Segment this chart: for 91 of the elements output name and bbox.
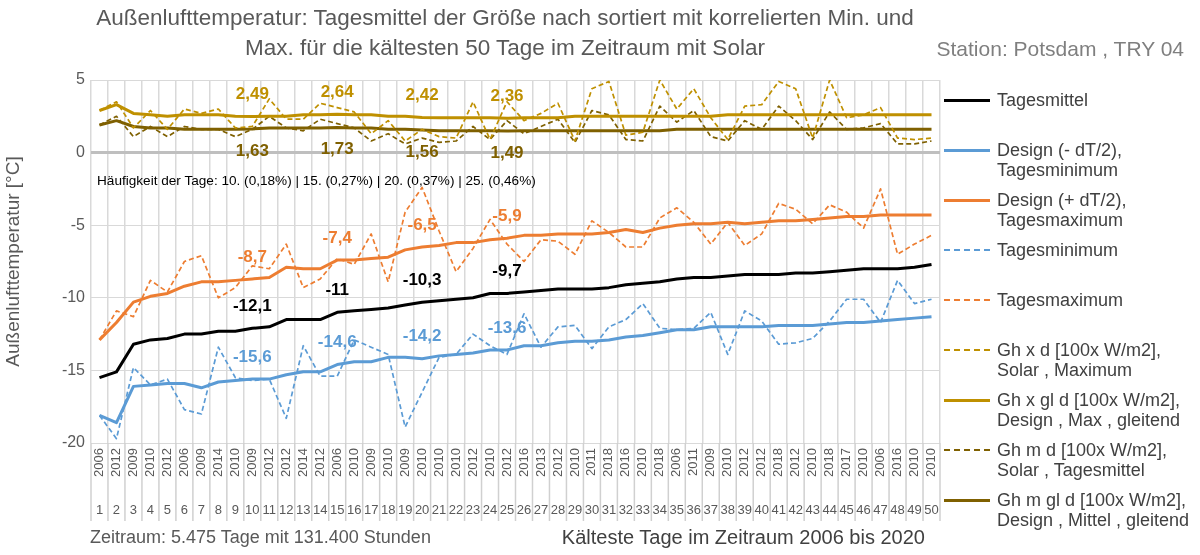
category-label: 2010 49	[906, 448, 922, 518]
data-label: 2,42	[405, 85, 439, 105]
category-label: 2018 41	[770, 448, 786, 518]
data-label: -7,4	[322, 227, 353, 247]
annotation: Häufigkeit der Tage: 10. (0,18%) | 15. (0,27%) | 20. (0,37%) | 25. (0,46%)	[97, 172, 536, 190]
legend-label: Design (- dT/2), Tagesminimum	[997, 140, 1124, 180]
data-label: 1,63	[235, 140, 269, 160]
category-label: 2009 19	[396, 448, 413, 518]
category-label: 2006 1	[91, 448, 107, 518]
y-axis-title: Außenlufttemperatur [°C]	[1, 156, 23, 367]
category-label: 2012 12	[277, 448, 294, 518]
legend-label: Gh x gl d [100x W/m2], Design , Max , gleitend	[997, 390, 1182, 430]
legend-label: Tagesmaximum	[997, 290, 1125, 310]
category-label: 2016 48	[889, 448, 905, 518]
category-label: 2012 2	[108, 448, 124, 518]
category-label: 2016 32	[617, 448, 634, 518]
category-label: 2010 38	[719, 448, 735, 518]
y-tick-label: -15	[61, 360, 86, 378]
category-label: 2010 16	[345, 448, 362, 518]
category-label: 2010 33	[634, 448, 651, 518]
category-label: 2017 45	[838, 448, 854, 518]
data-label: 2,49	[235, 84, 269, 104]
category-label: 2016 26	[515, 448, 532, 518]
data-label: -9,7	[492, 261, 522, 281]
category-label: 2012 39	[736, 448, 752, 518]
category-label: 2010 43	[804, 448, 820, 518]
data-label: 1,73	[320, 139, 354, 159]
category-label: 2009 7	[192, 448, 208, 518]
category-label: 2010 18	[379, 448, 396, 518]
chart-title: Außenlufttemperatur: Tagesmittel der Größe nach sortiert mit korrelierten Min. und Max. für die kältesten 50 Tage im Zeitraum mit Solar	[96, 4, 914, 62]
category-label: 2010 46	[855, 448, 871, 518]
text: Zeitraum: 5.475 Tage mit 131.400 Stunden	[90, 526, 431, 548]
category-label: 2013 27	[532, 448, 549, 518]
data-label: -10,3	[402, 269, 442, 289]
category-label: 2018 34	[651, 448, 668, 518]
y-tick-label: -20	[61, 433, 86, 451]
category-label: 2014 8	[209, 448, 225, 518]
data-label: 1,56	[405, 141, 439, 161]
data-label: 1,49	[490, 142, 524, 162]
data-label: -6,5	[407, 214, 437, 234]
data-label: -8,7	[237, 246, 267, 266]
legend-label: Gh m gl d [100x W/m2], Design , Mittel , gleitend	[997, 490, 1191, 530]
category-label: 2006 47	[872, 448, 888, 518]
category-label: 2006 6	[175, 448, 191, 518]
category-label: 2006 35	[668, 448, 685, 518]
category-label: 2012 25	[498, 448, 515, 518]
category-label: 2012 23	[464, 448, 481, 518]
text: Station: Potsdam , TRY 04	[936, 36, 1184, 62]
category-label: 2010 21	[430, 448, 447, 518]
category-label: 2012 40	[753, 448, 769, 518]
category-label: 2010 4	[142, 448, 158, 518]
category-label: 2010 24	[481, 448, 498, 518]
category-label: 2012 28	[549, 448, 566, 518]
data-label: -12,1	[232, 295, 272, 315]
legend-label: Design (+ dT/2), Tagesmaximum	[997, 190, 1128, 230]
category-label: 2011 30	[583, 448, 600, 518]
category-label: 2012 14	[311, 448, 328, 518]
y-tick-label: 0	[76, 143, 86, 161]
data-label: -15,6	[232, 346, 272, 366]
category-label: 2010 20	[413, 448, 430, 518]
legend-label: Tagesminimum	[997, 240, 1120, 260]
category-label: 2009 10	[243, 448, 260, 518]
category-label: 2010 29	[566, 448, 583, 518]
y-tick-label: -5	[70, 215, 86, 233]
data-label: -14,2	[402, 326, 442, 346]
category-label: 2010 9	[226, 448, 242, 518]
x-axis-title: Kälteste Tage im Zeitraum 2006 bis 2020	[561, 526, 925, 548]
data-label: -5,9	[492, 205, 522, 225]
legend-label: Gh x d [100x W/m2], Solar , Maximum	[997, 340, 1163, 380]
legend-label: Gh m d [100x W/m2], Solar , Tagesmittel	[997, 440, 1169, 480]
category-label: 2018 31	[600, 448, 617, 518]
data-label: 2,36	[490, 86, 524, 106]
data-label: -11	[325, 280, 350, 300]
category-label: 2010 50	[923, 448, 939, 518]
category-label: 2010 22	[447, 448, 464, 518]
category-label: 2012 42	[787, 448, 803, 518]
data-label: -13,6	[487, 317, 527, 337]
data-label: -14,6	[317, 332, 357, 352]
category-label: 2014 13	[294, 448, 311, 518]
legend-label: Tagesmittel	[997, 90, 1090, 110]
y-tick-label: 5	[76, 70, 86, 88]
category-label: 2006 15	[328, 448, 345, 518]
category-label: 2009 37	[702, 448, 718, 518]
category-label: 2009 17	[362, 448, 379, 518]
category-label: 2012 5	[158, 448, 174, 518]
category-label: 2009 3	[125, 448, 141, 518]
y-tick-label: -10	[61, 288, 86, 306]
category-label: 2011 36	[685, 448, 702, 518]
data-label: 2,64	[320, 81, 355, 101]
category-label: 2012 11	[260, 448, 277, 518]
category-label: 2018 44	[821, 448, 837, 518]
